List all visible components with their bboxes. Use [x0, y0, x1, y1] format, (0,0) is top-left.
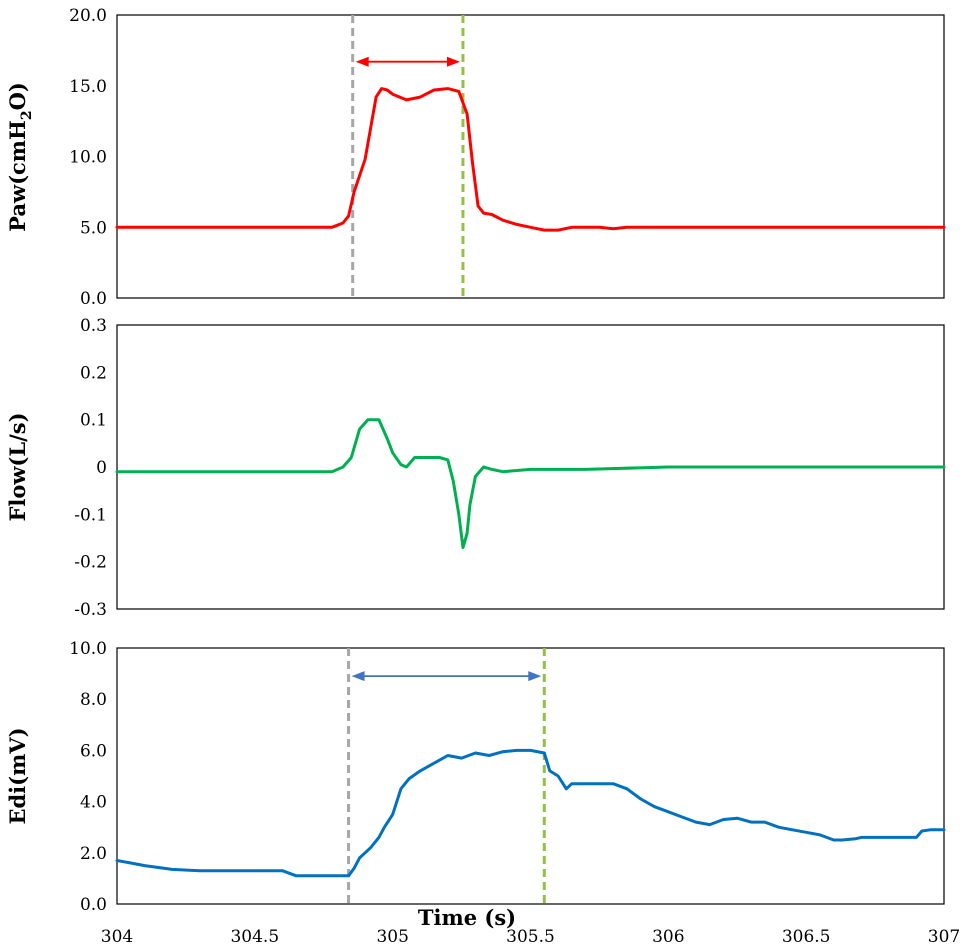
flow-series [115, 418, 946, 549]
edi-ytick-label: 0.0 [80, 895, 107, 915]
paw-plot-area [116, 14, 945, 299]
edi-ytick-label: 2.0 [80, 844, 107, 864]
x-tick-label: 304 [101, 927, 133, 947]
paw-yticks: 0.0 5.0 10.0 15.0 20.0 [69, 6, 107, 309]
edi-ytick-label: 6.0 [80, 741, 107, 761]
x-tick-label: 305.5 [506, 927, 555, 947]
edi-series [115, 748, 946, 878]
flow-series-line [115, 418, 946, 549]
paw-ylabel-main: Paw(cmH [5, 120, 30, 232]
paw-series [115, 87, 946, 232]
flow-ytick-label: 0.3 [80, 316, 107, 336]
edi-plot-area [116, 647, 945, 905]
flow-ytick-label: 0.2 [80, 363, 107, 383]
paw-series-line [115, 87, 946, 232]
flow-ytick-label: -0.2 [74, 553, 107, 573]
flow-ylabel: Flow(L/s) [5, 412, 30, 521]
x-tick-label: 304.5 [230, 927, 279, 947]
x-axis-label: Time (s) [418, 905, 516, 930]
edi-arrowhead-right [528, 671, 542, 682]
paw-arrowhead-left [355, 56, 369, 67]
x-tick-label: 306 [652, 927, 684, 947]
edi-arrowhead-left [351, 671, 365, 682]
flow-yticks: -0.3 -0.2 -0.1 0 0.1 0.2 0.3 [74, 316, 107, 620]
paw-ylabel-sub: 2 [19, 110, 35, 120]
edi-ytick-label: 4.0 [80, 793, 107, 813]
paw-ytick-label: 20.0 [69, 6, 107, 26]
paw-ylabel: Paw(cmH2O) [5, 82, 35, 232]
flow-ytick-label: 0 [96, 458, 107, 478]
edi-yticks: 0.0 2.0 4.0 6.0 8.0 10.0 [69, 639, 107, 915]
edi-ylabel: Edi(mV) [5, 727, 30, 824]
flow-ytick-label: -0.3 [74, 600, 107, 620]
paw-arrow [355, 56, 460, 67]
x-tick-label: 306.5 [782, 927, 831, 947]
paw-ytick-label: 5.0 [80, 218, 107, 238]
x-tick-label: 307 [928, 927, 960, 947]
edi-series-line [115, 748, 946, 878]
edi-arrow [351, 671, 542, 682]
flow-panel: -0.3 -0.2 -0.1 0 0.1 0.2 0.3 Flow(L/s) [5, 316, 946, 620]
x-tick-label: 305 [376, 927, 408, 947]
paw-ytick-label: 15.0 [69, 77, 107, 97]
paw-ylabel-tail: O) [5, 82, 30, 110]
flow-ytick-label: -0.1 [74, 505, 107, 525]
flow-ytick-label: 0.1 [80, 411, 107, 431]
edi-vlines [347, 648, 546, 904]
edi-ytick-label: 10.0 [69, 639, 107, 659]
paw-panel: 0.0 5.0 10.0 15.0 20.0 Paw(cmH2O) [5, 6, 946, 309]
paw-arrowhead-right [446, 56, 460, 67]
edi-panel: 0.02.04.06.08.010.0 304 304.5 305 305.5 306 3… [5, 639, 960, 947]
edi-xticks: 304 304.5 305 305.5 306 306.5 307 [101, 927, 960, 947]
paw-ytick-label: 0.0 [80, 289, 107, 309]
paw-ytick-label: 10.0 [69, 148, 107, 168]
paw-vlines [351, 15, 465, 298]
edi-ytick-label: 8.0 [80, 690, 107, 710]
